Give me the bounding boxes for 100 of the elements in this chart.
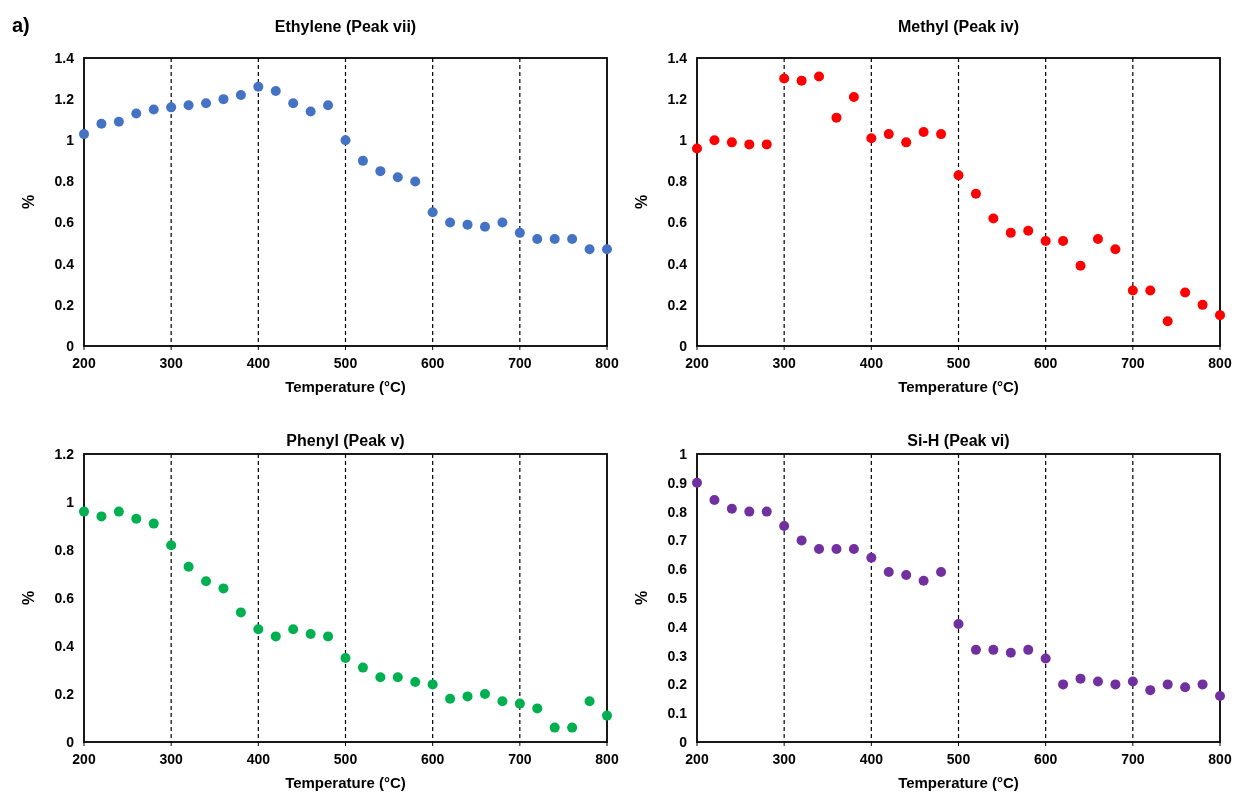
y-tick-label: 0.2: [54, 685, 75, 702]
chart-title: Methyl (Peak iv): [898, 18, 1019, 35]
point: [936, 567, 947, 578]
y-tick-label: 0.8: [54, 541, 75, 558]
point: [1162, 316, 1173, 327]
point: [218, 583, 229, 594]
point: [113, 116, 124, 127]
point: [1215, 310, 1225, 321]
point: [866, 133, 877, 144]
point: [901, 137, 912, 148]
point: [1162, 679, 1173, 690]
chart-title: Si-H (Peak vi): [907, 432, 1010, 449]
point: [1075, 673, 1086, 684]
point: [392, 172, 403, 183]
x-tick-label: 300: [772, 355, 797, 371]
point: [514, 227, 525, 238]
point: [936, 129, 947, 140]
point: [692, 143, 702, 154]
point: [953, 618, 964, 629]
y-tick-label: 0.6: [54, 214, 75, 231]
point: [1005, 227, 1016, 238]
point: [918, 575, 929, 586]
x-tick-label: 300: [159, 751, 184, 767]
point: [218, 94, 229, 105]
y-tick-label: 0: [66, 337, 75, 354]
point: [96, 118, 107, 129]
x-tick-label: 400: [859, 751, 884, 767]
point: [709, 495, 720, 506]
point: [988, 213, 999, 224]
point: [1127, 285, 1138, 296]
point: [692, 477, 702, 488]
x-tick-label: 800: [595, 355, 619, 371]
y-axis-title: %: [20, 590, 37, 606]
y-axis-title: %: [633, 590, 650, 606]
point: [1127, 676, 1138, 687]
x-tick-label: 800: [595, 751, 619, 767]
point: [479, 689, 490, 699]
point: [479, 221, 490, 232]
point: [567, 234, 578, 245]
point: [340, 653, 351, 663]
y-tick-label: 0: [66, 733, 75, 750]
y-tick-label: 1.2: [54, 91, 75, 108]
point: [970, 644, 981, 655]
point: [166, 102, 177, 113]
y-tick-label: 0.4: [667, 255, 688, 272]
x-tick-label: 800: [1208, 751, 1232, 767]
point: [148, 518, 159, 529]
point: [79, 129, 89, 140]
point: [814, 544, 825, 555]
x-tick-label: 700: [1121, 355, 1145, 371]
point: [288, 624, 299, 635]
point: [814, 71, 825, 82]
point: [1145, 285, 1156, 296]
point: [1092, 234, 1103, 245]
x-tick-label: 200: [72, 355, 96, 371]
point: [253, 81, 264, 92]
point: [549, 722, 560, 733]
point: [1110, 244, 1121, 255]
point: [305, 629, 316, 639]
x-tick-label: 500: [333, 751, 358, 767]
point: [131, 513, 142, 524]
point: [1040, 653, 1051, 664]
point: [357, 662, 368, 673]
point: [392, 672, 403, 683]
point: [1023, 644, 1034, 655]
point: [1180, 287, 1191, 298]
point: [796, 75, 807, 86]
y-tick-label: 0.6: [54, 589, 75, 606]
point: [1215, 690, 1225, 701]
y-tick-label: 1: [679, 132, 688, 149]
point: [779, 521, 790, 531]
point: [323, 100, 334, 111]
x-tick-label: 700: [508, 751, 532, 767]
x-tick-label: 200: [685, 355, 709, 371]
point: [567, 722, 578, 733]
y-tick-label: 0.2: [667, 676, 688, 693]
y-axis-title: %: [20, 194, 37, 210]
y-tick-label: 0.6: [667, 214, 688, 231]
point: [305, 106, 316, 117]
point: [883, 567, 894, 578]
y-tick-label: 0.7: [667, 532, 688, 549]
x-tick-label: 700: [1121, 751, 1145, 767]
point: [831, 112, 842, 123]
y-axis-title: %: [633, 194, 650, 210]
y-tick-label: 1.2: [667, 91, 688, 108]
point: [709, 135, 720, 146]
point: [340, 135, 351, 146]
point: [866, 552, 877, 563]
x-tick-label: 600: [1033, 751, 1058, 767]
x-tick-label: 600: [1033, 355, 1058, 371]
point: [462, 219, 473, 230]
y-tick-label: 0.4: [54, 255, 75, 272]
y-tick-label: 0.9: [667, 474, 688, 491]
point: [1180, 682, 1191, 693]
y-tick-label: 0.8: [54, 173, 75, 190]
y-tick-label: 1.2: [54, 445, 75, 462]
y-tick-label: 0.1: [667, 705, 688, 722]
point: [427, 207, 438, 218]
point: [831, 544, 842, 555]
y-tick-label: 1.4: [54, 49, 75, 66]
